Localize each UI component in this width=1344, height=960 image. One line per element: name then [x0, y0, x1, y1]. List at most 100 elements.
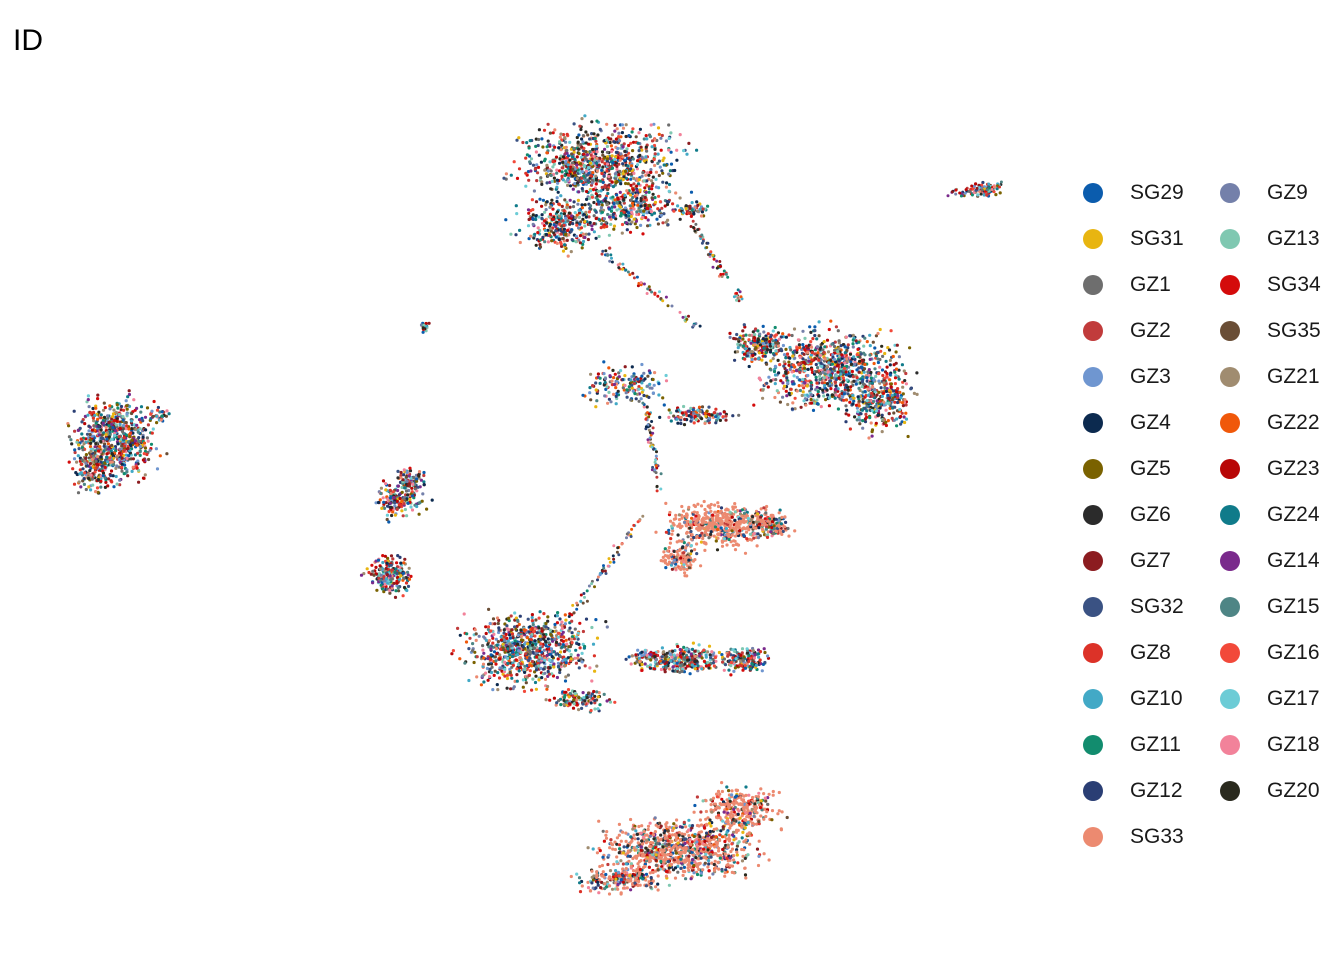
scatter-point [545, 163, 549, 167]
scatter-point [138, 427, 142, 431]
scatter-point [126, 446, 130, 450]
scatter-point [563, 622, 568, 626]
scatter-point [490, 665, 494, 669]
scatter-point [82, 477, 86, 481]
scatter-point [87, 485, 91, 489]
scatter-point [791, 350, 795, 354]
scatter-point [631, 157, 635, 161]
scatter-point [87, 424, 91, 428]
scatter-point [146, 439, 150, 443]
scatter-point [851, 345, 855, 349]
scatter-point [534, 214, 539, 218]
scatter-point [612, 392, 616, 396]
scatter-point [761, 388, 765, 392]
scatter-point [545, 687, 549, 691]
scatter-point [662, 212, 666, 216]
scatter-point [518, 228, 522, 232]
scatter-point [407, 577, 412, 581]
scatter-point [565, 203, 569, 207]
scatter-point [575, 135, 579, 140]
scatter-point [560, 166, 564, 170]
scatter-point [617, 173, 621, 177]
scatter-point [362, 572, 366, 576]
scatter-point [93, 413, 97, 418]
scatter-point [843, 351, 847, 355]
scatter-point [92, 410, 96, 414]
scatter-point [504, 172, 508, 176]
scatter-point [567, 629, 571, 633]
scatter-point [822, 381, 827, 385]
scatter-point [679, 418, 683, 422]
scatter-point [106, 442, 110, 446]
scatter-point [135, 423, 139, 427]
scatter-point [776, 331, 781, 335]
scatter-point [856, 410, 860, 414]
scatter-point [130, 427, 134, 431]
scatter-point [825, 388, 829, 392]
scatter-point [707, 405, 711, 409]
scatter-point [602, 217, 607, 221]
scatter-point [661, 180, 665, 184]
scatter-point [477, 634, 481, 638]
scatter-point [122, 408, 126, 412]
scatter-point [561, 133, 566, 137]
scatter-point [603, 185, 607, 189]
scatter-point [685, 152, 689, 156]
scatter-point [779, 347, 783, 351]
scatter-point [566, 214, 570, 218]
scatter-point [595, 119, 599, 123]
scatter-point [859, 365, 864, 369]
scatter-point [422, 480, 426, 484]
scatter-point [603, 147, 607, 151]
scatter-point [829, 319, 833, 323]
scatter-point [529, 169, 533, 173]
scatter-point [539, 176, 543, 180]
scatter-point [402, 561, 406, 565]
scatter-point [487, 662, 491, 666]
scatter-point [902, 415, 906, 419]
scatter-point [122, 436, 126, 440]
scatter-point [384, 488, 388, 492]
scatter-point [877, 372, 881, 376]
scatter-point [848, 400, 852, 404]
scatter-point [822, 340, 826, 344]
scatter-point [579, 155, 583, 159]
scatter-point [123, 463, 127, 467]
scatter-point [852, 379, 856, 383]
scatter-point [377, 576, 381, 580]
scatter-point [144, 428, 148, 432]
scatter-point [678, 196, 682, 200]
scatter-point [403, 557, 407, 561]
scatter-point [575, 223, 579, 227]
scatter-point [417, 474, 421, 478]
scatter-point [897, 355, 902, 359]
scatter-point [559, 650, 563, 654]
scatter-point [830, 362, 835, 366]
scatter-point [773, 395, 777, 400]
scatter-point [93, 470, 97, 474]
scatter-point [542, 612, 546, 616]
scatter-point [131, 465, 135, 469]
scatter-point [684, 204, 688, 208]
scatter-point [104, 480, 108, 484]
scatter-point [385, 513, 389, 517]
scatter-point [630, 365, 634, 369]
scatter-point [888, 363, 892, 367]
scatter-point [848, 334, 852, 338]
scatter-point [630, 201, 635, 205]
scatter-point [901, 385, 905, 389]
scatter-point [872, 361, 876, 366]
scatter-point [543, 228, 548, 233]
scatter-point [679, 415, 683, 420]
scatter-point [818, 372, 823, 376]
scatter-point [684, 207, 688, 211]
scatter-point [656, 161, 660, 165]
scatter-point [546, 619, 550, 623]
scatter-point [545, 200, 549, 204]
scatter-point [136, 451, 140, 455]
scatter-point [548, 233, 552, 238]
scatter-point [701, 207, 705, 211]
scatter-point [608, 246, 612, 250]
scatter-point [81, 448, 85, 452]
scatter-point [799, 405, 803, 409]
